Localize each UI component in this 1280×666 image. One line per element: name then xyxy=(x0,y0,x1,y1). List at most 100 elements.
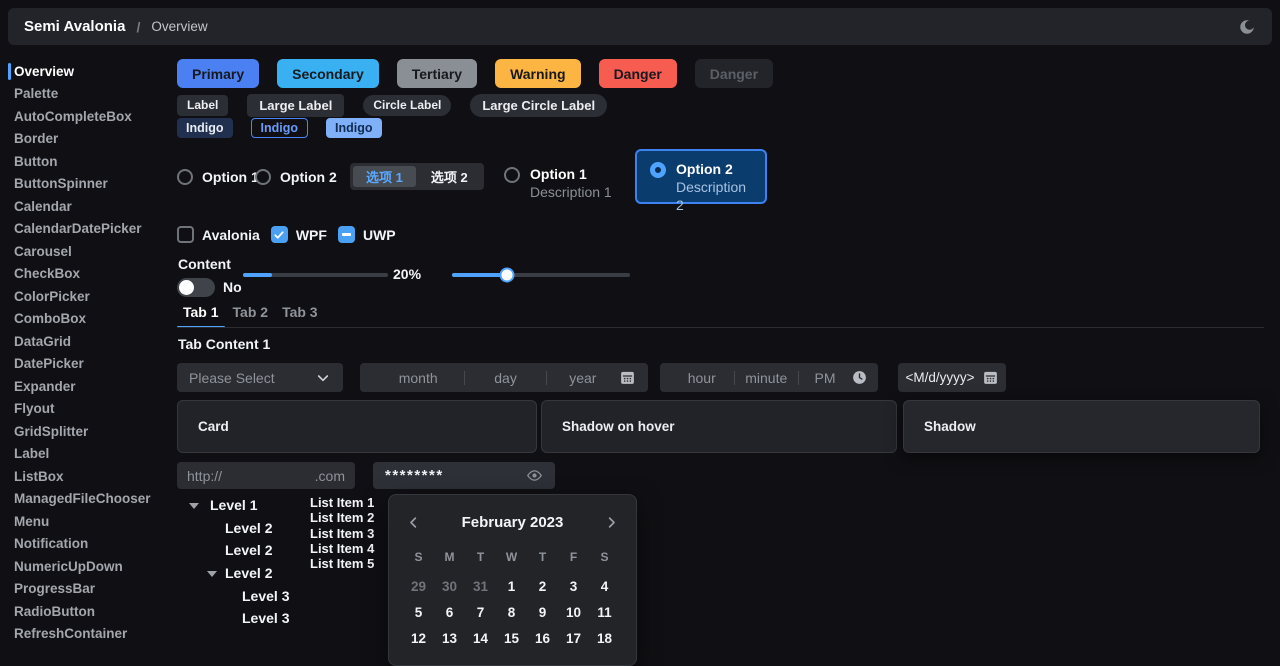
time-minute-segment[interactable]: minute xyxy=(745,369,788,386)
url-input[interactable]: http:// .com xyxy=(177,462,355,489)
toggle-switch[interactable] xyxy=(177,278,215,297)
sidebar-item-listbox[interactable]: ListBox xyxy=(8,465,173,488)
sidebar-item-notification[interactable]: Notification xyxy=(8,533,173,556)
calendar-day[interactable]: 2 xyxy=(538,578,547,594)
tab-1[interactable]: Tab 1 xyxy=(177,304,225,328)
checkbox-avalonia[interactable]: Avalonia xyxy=(177,226,260,243)
radio-card-option-1[interactable]: Option 1 Description 1 xyxy=(491,156,625,210)
tree-node[interactable]: Level 1 xyxy=(177,494,337,517)
warning-button[interactable]: Warning xyxy=(495,59,581,88)
sidebar-item-refreshcontainer[interactable]: RefreshContainer xyxy=(8,623,173,646)
input-row: http:// .com ******** xyxy=(177,462,1280,489)
sidebar-item-gridsplitter[interactable]: GridSplitter xyxy=(8,420,173,443)
tab-3[interactable]: Tab 3 xyxy=(276,304,324,327)
danger-button[interactable]: Danger xyxy=(598,59,677,88)
tree-node[interactable]: Level 2 xyxy=(177,539,337,562)
calendar-day[interactable]: 18 xyxy=(596,630,613,646)
calendar-day[interactable]: 9 xyxy=(538,604,547,620)
calendar-day[interactable]: 12 xyxy=(410,630,427,646)
sidebar-item-palette[interactable]: Palette xyxy=(8,83,173,106)
time-ampm-segment[interactable]: PM xyxy=(814,369,836,386)
sidebar-item-datagrid[interactable]: DataGrid xyxy=(8,330,173,353)
calendar-day[interactable]: 14 xyxy=(472,630,489,646)
tree-node[interactable]: Level 2 xyxy=(177,562,337,585)
list-item[interactable]: List Item 5 xyxy=(310,556,375,572)
calendar-day[interactable]: 5 xyxy=(414,604,423,620)
sidebar-item-overview[interactable]: Overview xyxy=(8,60,173,83)
date-day-segment[interactable]: day xyxy=(494,369,517,386)
combobox[interactable]: Please Select xyxy=(177,363,343,392)
calendar-day[interactable]: 3 xyxy=(569,578,578,594)
calendar-day[interactable]: 31 xyxy=(472,578,489,594)
chevron-left-icon[interactable] xyxy=(401,510,425,534)
sidebar-item-radiobutton[interactable]: RadioButton xyxy=(8,600,173,623)
sidebar-item-autocompletebox[interactable]: AutoCompleteBox xyxy=(8,105,173,128)
caret-down-icon[interactable] xyxy=(189,503,199,509)
tab-2[interactable]: Tab 2 xyxy=(227,304,275,327)
slider-thumb[interactable] xyxy=(499,267,515,283)
list-item[interactable]: List Item 4 xyxy=(310,541,375,557)
calendar-date-picker[interactable]: <M/d/yyyy> xyxy=(898,363,1006,392)
time-hour-segment[interactable]: hour xyxy=(687,369,716,386)
sidebar-item-label: CheckBox xyxy=(14,266,81,282)
primary-button[interactable]: Primary xyxy=(177,59,260,88)
sidebar-item-buttonspinner[interactable]: ButtonSpinner xyxy=(8,173,173,196)
segment-option-2[interactable]: 选项 2 xyxy=(430,170,468,185)
radio-option-1[interactable]: Option 1 xyxy=(177,161,259,193)
app-title[interactable]: Semi Avalonia xyxy=(24,18,126,35)
sidebar-item-calendardatepicker[interactable]: CalendarDatePicker xyxy=(8,218,173,241)
sidebar-item-carousel[interactable]: Carousel xyxy=(8,240,173,263)
radio-card-option-2[interactable]: Option 2 Description 2 xyxy=(635,149,767,213)
checkbox-wpf[interactable]: WPF xyxy=(270,226,327,243)
calendar-day[interactable]: 10 xyxy=(565,604,582,620)
tree-node[interactable]: Level 3 xyxy=(177,584,337,607)
sidebar-item-calendar[interactable]: Calendar xyxy=(8,195,173,218)
time-picker[interactable]: hour minute PM xyxy=(660,363,878,392)
list-item[interactable]: List Item 3 xyxy=(310,525,375,541)
calendar-day[interactable]: 6 xyxy=(445,604,454,620)
calendar-day[interactable]: 1 xyxy=(507,578,516,594)
caret-down-icon[interactable] xyxy=(207,570,217,577)
calendar-day[interactable]: 8 xyxy=(507,604,516,620)
moon-icon[interactable] xyxy=(1238,18,1256,36)
sidebar-item-flyout[interactable]: Flyout xyxy=(8,398,173,421)
tree-node[interactable]: Level 2 xyxy=(177,517,337,540)
calendar-day[interactable]: 29 xyxy=(410,578,427,594)
sidebar-item-expander[interactable]: Expander xyxy=(8,375,173,398)
eye-icon[interactable] xyxy=(526,467,543,484)
calendar-day[interactable]: 17 xyxy=(565,630,582,646)
sidebar-item-combobox[interactable]: ComboBox xyxy=(8,308,173,331)
sidebar-item-checkbox[interactable]: CheckBox xyxy=(8,263,173,286)
sidebar-item-menu[interactable]: Menu xyxy=(8,510,173,533)
chevron-right-icon[interactable] xyxy=(600,510,624,534)
sidebar-item-numericupdown[interactable]: NumericUpDown xyxy=(8,555,173,578)
list-item[interactable]: List Item 2 xyxy=(310,510,375,526)
tertiary-button[interactable]: Tertiary xyxy=(396,59,478,88)
sidebar-item-managedfilechooser[interactable]: ManagedFileChooser xyxy=(8,488,173,511)
sidebar-item-button[interactable]: Button xyxy=(8,150,173,173)
date-month-segment[interactable]: month xyxy=(398,369,438,386)
calendar-day[interactable]: 7 xyxy=(476,604,485,620)
slider-1[interactable] xyxy=(243,273,388,277)
radio-option-2[interactable]: Option 2 xyxy=(255,161,337,193)
sidebar-item-label[interactable]: Label xyxy=(8,443,173,466)
secondary-button[interactable]: Secondary xyxy=(277,59,379,88)
list-item[interactable]: List Item 1 xyxy=(310,495,375,511)
sidebar-item-border[interactable]: Border xyxy=(8,128,173,151)
calendar-day[interactable]: 4 xyxy=(600,578,609,594)
date-picker[interactable]: month day year xyxy=(360,363,648,392)
calendar-day[interactable]: 13 xyxy=(441,630,458,646)
calendar-day[interactable]: 16 xyxy=(534,630,551,646)
slider-2[interactable] xyxy=(452,267,630,283)
sidebar-item-progressbar[interactable]: ProgressBar xyxy=(8,578,173,601)
calendar-day[interactable]: 15 xyxy=(503,630,520,646)
sidebar-item-datepicker[interactable]: DatePicker xyxy=(8,353,173,376)
sidebar-item-colorpicker[interactable]: ColorPicker xyxy=(8,285,173,308)
date-year-segment[interactable]: year xyxy=(569,369,597,386)
calendar-day[interactable]: 11 xyxy=(597,604,612,620)
checkbox-uwp[interactable]: UWP xyxy=(337,226,396,243)
segment-option-1[interactable]: 选项 1 xyxy=(353,166,416,187)
calendar-day[interactable]: 30 xyxy=(441,578,458,594)
password-input[interactable]: ******** xyxy=(373,462,555,489)
tree-node[interactable]: Level 3 xyxy=(177,607,337,630)
